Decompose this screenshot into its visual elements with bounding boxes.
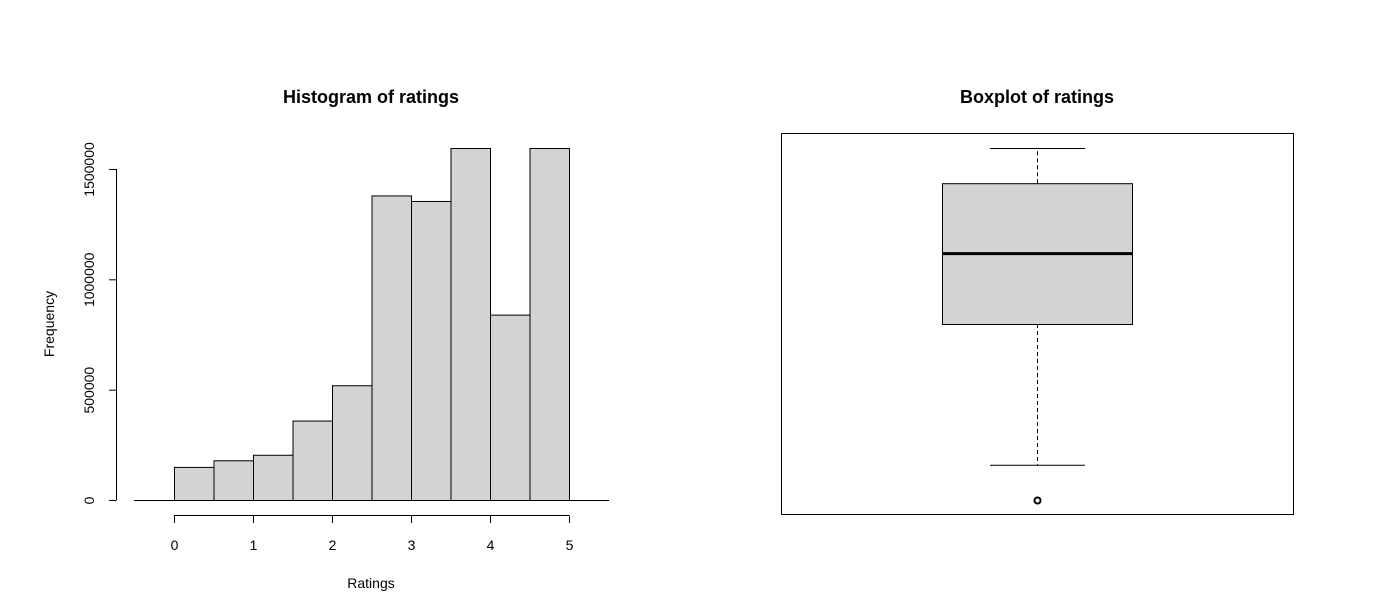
histogram-bar bbox=[332, 385, 373, 502]
boxplot-panel: Boxplot of ratings bbox=[781, 87, 1294, 515]
boxplot-frame bbox=[781, 133, 1294, 515]
histogram-bar bbox=[371, 195, 412, 501]
x-axis: 0 1 2 3 4 5 bbox=[171, 515, 574, 553]
x-tick-label: 4 bbox=[487, 537, 495, 553]
histogram-bar bbox=[490, 314, 531, 501]
x-tick-label: 3 bbox=[408, 537, 416, 553]
histogram-bar bbox=[450, 148, 491, 501]
histogram-panel: Histogram of ratings 0 1 2 3 4 5 0 500000 10000… bbox=[41, 87, 609, 591]
histogram-bar bbox=[411, 200, 452, 501]
histogram-bar bbox=[213, 460, 254, 501]
histogram-bar bbox=[253, 454, 294, 501]
x-tick-label: 5 bbox=[566, 537, 574, 553]
histogram-bar bbox=[174, 466, 215, 501]
histogram-title: Histogram of ratings bbox=[283, 87, 459, 107]
x-tick-label: 2 bbox=[329, 537, 337, 553]
boxplot-title: Boxplot of ratings bbox=[960, 87, 1114, 107]
y-tick-label: 500000 bbox=[81, 367, 97, 414]
y-tick-label: 1000000 bbox=[81, 252, 97, 307]
y-tick-label: 1500000 bbox=[81, 142, 97, 197]
x-tick-label: 0 bbox=[171, 537, 179, 553]
x-axis-label: Ratings bbox=[347, 575, 394, 591]
histogram-bar bbox=[292, 420, 333, 501]
outlier-point bbox=[1033, 496, 1042, 505]
histogram-bar bbox=[529, 148, 570, 501]
boxplot-elements bbox=[942, 148, 1133, 505]
y-tick-label: 0 bbox=[81, 496, 97, 504]
y-axis-label: Frequency bbox=[41, 291, 57, 357]
histogram-bars bbox=[174, 148, 570, 502]
y-axis: 0 500000 1000000 1500000 bbox=[81, 142, 117, 504]
x-tick-label: 1 bbox=[250, 537, 258, 553]
